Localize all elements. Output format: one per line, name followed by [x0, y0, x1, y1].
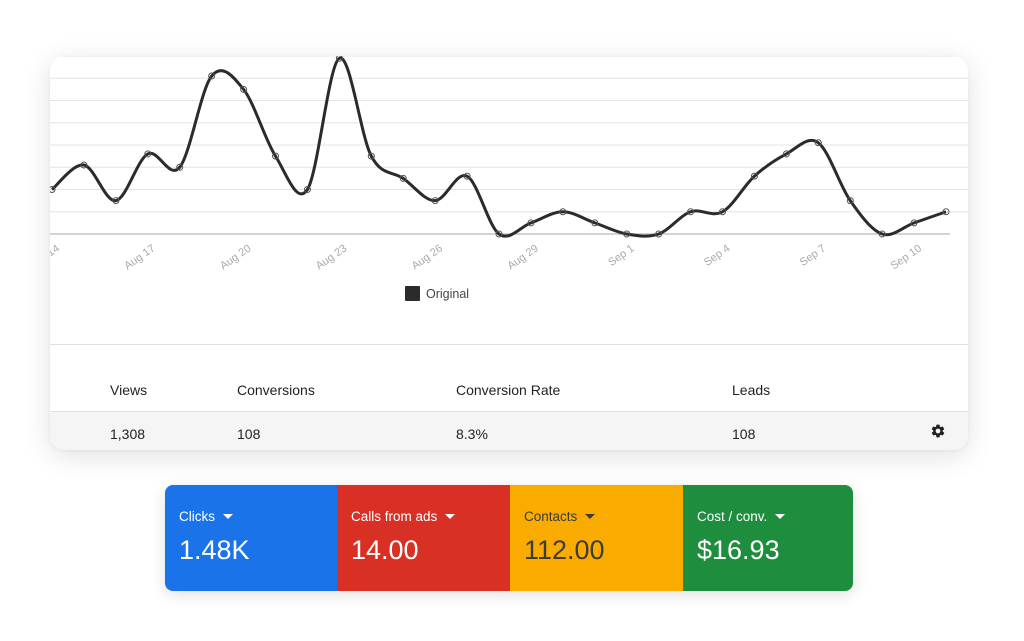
value-views: 1,308	[110, 426, 146, 442]
metric-cost-label[interactable]: Cost / conv.	[697, 509, 786, 524]
data-point-sep-6	[782, 150, 790, 158]
metric-cost-label-text: Cost / conv.	[697, 509, 768, 524]
data-point-aug-15	[80, 161, 88, 169]
x-tick-label: Sep 7	[798, 243, 828, 269]
performance-chart-card: Aug 14 Aug 17 Aug 20 Aug 23 Aug 26 Aug 29 Sep …	[50, 56, 968, 450]
metric-contacts[interactable]: Contacts 112.00	[510, 485, 683, 591]
data-point-sep-4	[719, 208, 727, 216]
metric-clicks-value: 1.48K	[179, 535, 250, 565]
chart-legend[interactable]: Original	[405, 286, 469, 301]
metrics-bar: Clicks 1.48K Calls from ads 14.00 Contac…	[165, 485, 853, 591]
divider	[50, 344, 968, 345]
metric-clicks-label[interactable]: Clicks	[179, 509, 233, 524]
dropdown-caret-icon	[445, 514, 456, 519]
x-tick-label: Aug 29	[505, 243, 540, 273]
metric-calls-value: 14.00	[351, 535, 419, 565]
metric-calls-label[interactable]: Calls from ads	[351, 509, 456, 524]
data-point-sep-5	[750, 172, 758, 180]
table-header-row: Views Conversions Conversion Rate Leads	[50, 367, 968, 411]
metric-calls-from-ads[interactable]: Calls from ads 14.00	[337, 485, 510, 591]
metric-cost-value: $16.93	[697, 535, 780, 565]
dropdown-caret-icon	[223, 514, 233, 519]
header-conversion-rate[interactable]: Conversion Rate	[456, 382, 561, 398]
data-point-aug-19	[208, 72, 216, 80]
data-point-aug-20	[240, 85, 248, 93]
data-point-aug-30	[559, 208, 567, 216]
header-conversions[interactable]: Conversions	[237, 382, 315, 398]
x-tick-label: Aug 26	[410, 243, 445, 273]
series-line-original	[50, 56, 947, 238]
line-chart: Aug 14 Aug 17 Aug 20 Aug 23 Aug 26 Aug 29 Sep …	[50, 56, 968, 273]
legend-swatch	[405, 286, 420, 301]
metric-contacts-label[interactable]: Contacts	[524, 509, 596, 524]
table-row: 1,308 108 8.3% 108	[50, 411, 968, 450]
value-leads: 108	[732, 426, 756, 442]
metric-calls-label-text: Calls from ads	[351, 509, 438, 524]
dropdown-caret-icon	[775, 514, 786, 519]
data-point-aug-28	[495, 230, 503, 238]
data-point-aug-22	[303, 186, 311, 193]
x-tick-label: Sep 4	[702, 243, 732, 269]
data-point-sep-3	[687, 208, 695, 216]
data-point-sep-11	[942, 208, 950, 216]
legend-label: Original	[426, 286, 470, 301]
metric-contacts-label-text: Contacts	[524, 509, 578, 524]
x-tick-label: Sep 1	[606, 243, 636, 269]
data-point-aug-25	[399, 174, 407, 182]
data-point-aug-31	[591, 219, 599, 227]
data-point-aug-21	[272, 152, 280, 160]
data-point-sep-1	[623, 230, 631, 238]
x-tick-label: Aug 23	[314, 243, 349, 273]
x-tick-label: Aug 20	[218, 243, 253, 273]
metric-cost-per-conversion[interactable]: Cost / conv. $16.93	[683, 485, 853, 591]
data-point-aug-24	[367, 152, 375, 160]
data-point-sep-8	[846, 197, 854, 205]
value-conversions: 108	[237, 426, 261, 442]
data-point-aug-17	[144, 150, 152, 158]
data-point-aug-14	[50, 186, 56, 193]
data-point-aug-29	[527, 219, 535, 227]
metric-clicks[interactable]: Clicks 1.48K	[165, 485, 337, 591]
data-point-sep-2	[655, 230, 663, 238]
data-point-sep-9	[878, 230, 886, 238]
metric-clicks-label-text: Clicks	[179, 509, 215, 524]
gear-icon[interactable]	[930, 423, 946, 439]
x-tick-label: Aug 14	[50, 243, 62, 273]
data-point-aug-26	[431, 197, 439, 205]
data-point-aug-27	[463, 172, 471, 180]
header-leads[interactable]: Leads	[732, 382, 771, 398]
dropdown-caret-icon	[585, 514, 596, 519]
value-conversion-rate: 8.3%	[456, 426, 488, 442]
data-point-aug-16	[112, 197, 120, 205]
x-tick-label: Aug 17	[122, 243, 157, 273]
data-point-aug-23	[335, 56, 343, 62]
data-point-sep-7	[814, 139, 822, 147]
x-tick-label: Sep 10	[889, 243, 924, 273]
data-point-sep-10	[910, 219, 918, 227]
metric-contacts-value: 112.00	[524, 535, 605, 565]
header-views[interactable]: Views	[110, 382, 148, 398]
data-point-aug-18	[176, 163, 184, 171]
